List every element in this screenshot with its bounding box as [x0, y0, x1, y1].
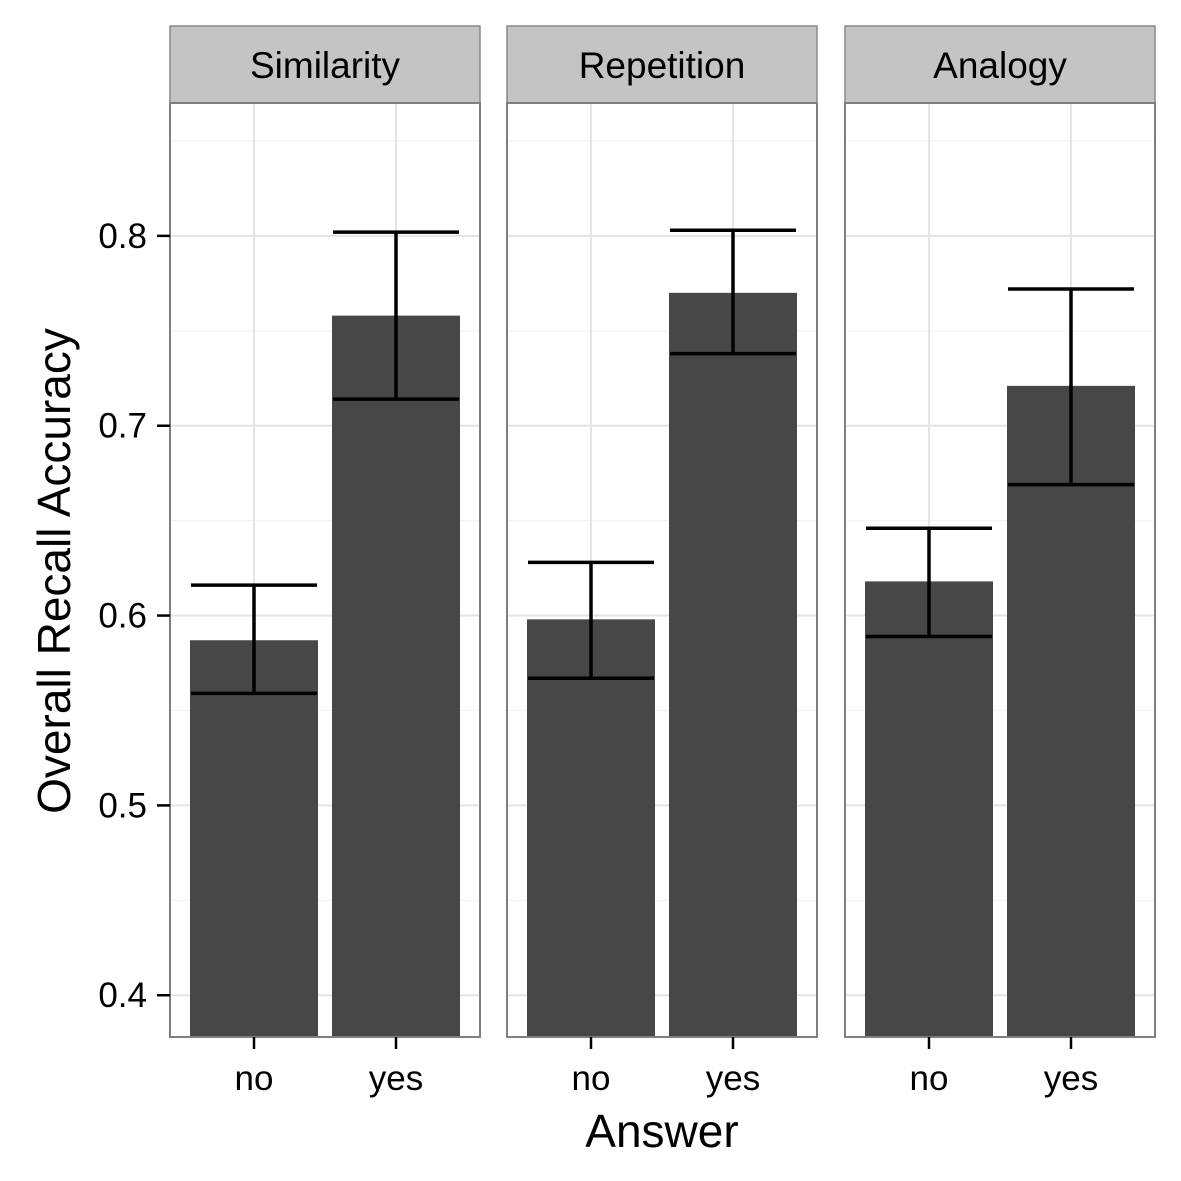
- y-axis: 0.4 0.5 0.6 0.7 0.8: [98, 217, 170, 1015]
- panels-layer: Similarity no yes Repetition no yes Analogy no y…: [169, 25, 1156, 1098]
- y-tick-label: 0.7: [98, 407, 147, 446]
- y-tick-label: 0.4: [98, 976, 147, 1015]
- error-bar-yes: [670, 228, 796, 356]
- x-tick-label-no: no: [910, 1059, 949, 1098]
- facet-strip-label: Repetition: [579, 45, 746, 86]
- y-tick-label: 0.5: [98, 786, 147, 825]
- error-bar-no: [191, 583, 317, 696]
- bar-yes: [332, 315, 460, 1037]
- panel-border: [169, 102, 481, 1038]
- facet-panel-analogy: Analogy no yes: [844, 25, 1156, 1098]
- facet-panel-similarity: Similarity no yes: [169, 25, 481, 1098]
- panel-border: [506, 102, 818, 1038]
- error-bar-no: [866, 526, 992, 639]
- bar-no: [865, 581, 993, 1037]
- facet-strip: [506, 25, 818, 104]
- x-tick-label-no: no: [235, 1059, 274, 1098]
- x-tick-label-yes: yes: [1044, 1059, 1098, 1098]
- x-tick-label-yes: yes: [706, 1059, 760, 1098]
- bar-yes: [669, 292, 797, 1037]
- facet-strip-label: Similarity: [250, 45, 401, 86]
- facet-strip-label: Analogy: [933, 45, 1067, 86]
- y-axis-title: Overall Recall Accuracy: [28, 328, 80, 814]
- bar-no: [527, 619, 655, 1037]
- error-bar-yes: [1008, 287, 1134, 487]
- panel-border: [844, 102, 1156, 1038]
- error-bar-yes: [333, 230, 459, 401]
- x-axis-title: Answer: [585, 1105, 738, 1157]
- facet-strip: [844, 25, 1156, 104]
- bar-yes: [1007, 385, 1135, 1037]
- y-tick-label: 0.6: [98, 597, 147, 636]
- x-tick-label-no: no: [572, 1059, 611, 1098]
- facet-strip: [169, 25, 481, 104]
- facet-panel-repetition: Repetition no yes: [506, 25, 818, 1098]
- y-tick-label: 0.8: [98, 217, 147, 256]
- error-bar-no: [528, 560, 654, 680]
- bar-no: [190, 640, 318, 1037]
- x-tick-label-yes: yes: [369, 1059, 423, 1098]
